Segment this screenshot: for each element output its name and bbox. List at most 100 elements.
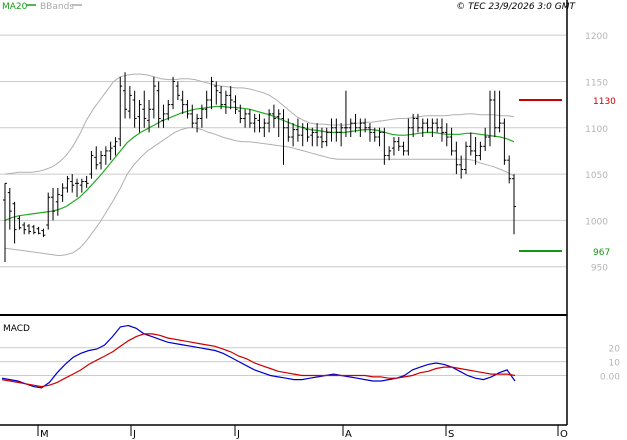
price-bar bbox=[363, 118, 368, 133]
price-bar bbox=[439, 118, 444, 142]
bollinger-bands bbox=[4, 73, 515, 257]
price-bar bbox=[468, 132, 473, 156]
price-bar bbox=[487, 90, 492, 147]
price-bar bbox=[430, 118, 435, 138]
price-tick-label: 950 bbox=[591, 264, 608, 274]
price-bar bbox=[377, 127, 382, 147]
price-bar bbox=[17, 215, 22, 230]
price-bar bbox=[315, 123, 320, 147]
ma20-line bbox=[4, 105, 515, 221]
price-bar bbox=[319, 127, 324, 149]
price-bar bbox=[396, 137, 401, 151]
bb-lower-band bbox=[4, 127, 515, 257]
price-bar bbox=[166, 99, 171, 121]
price-bar bbox=[103, 146, 108, 165]
macd-tick-label: 10 bbox=[609, 359, 621, 369]
price-bar bbox=[358, 118, 363, 138]
price-bar bbox=[391, 137, 396, 156]
price-bar bbox=[276, 109, 281, 138]
price-bar bbox=[343, 90, 348, 138]
price-bars bbox=[3, 72, 516, 263]
price-tick-label: 1000 bbox=[585, 217, 608, 227]
macd-line bbox=[1, 324, 516, 389]
price-tick-label: 1150 bbox=[585, 78, 608, 88]
month-label: S bbox=[448, 429, 454, 440]
price-bar bbox=[324, 127, 329, 147]
price-tick-label: 1050 bbox=[585, 171, 608, 181]
price-bar bbox=[123, 72, 128, 119]
copyright-text: © TEC 23/9/2026 3:0 GMT bbox=[456, 2, 576, 12]
price-bar bbox=[175, 81, 180, 100]
price-bar bbox=[348, 118, 353, 138]
price-bar bbox=[75, 178, 80, 198]
price-bar bbox=[79, 178, 84, 193]
price-bar bbox=[113, 137, 118, 156]
price-bar bbox=[55, 187, 60, 216]
price-bar bbox=[512, 174, 516, 235]
price-bar bbox=[99, 150, 104, 170]
price-bar bbox=[286, 118, 291, 142]
price-bar bbox=[497, 90, 502, 133]
legend-ma20: MA20 bbox=[2, 2, 28, 12]
price-bar bbox=[291, 123, 296, 147]
price-bar bbox=[151, 76, 156, 119]
price-bar bbox=[7, 187, 12, 230]
price-bar bbox=[281, 109, 286, 165]
price-bar bbox=[444, 123, 449, 147]
price-bar bbox=[295, 118, 300, 142]
price-bar bbox=[228, 86, 233, 110]
month-label: J bbox=[132, 429, 136, 440]
price-bar bbox=[60, 183, 65, 202]
price-bar bbox=[209, 76, 214, 110]
price-bar bbox=[243, 109, 248, 128]
price-bar bbox=[271, 104, 276, 128]
price-bar bbox=[502, 118, 507, 165]
price-bar bbox=[161, 104, 166, 128]
price-bar bbox=[339, 123, 344, 147]
price-bar bbox=[180, 90, 185, 114]
price-bar bbox=[185, 99, 190, 119]
price-bar bbox=[137, 99, 142, 133]
price-bar bbox=[329, 118, 334, 142]
price-bar bbox=[223, 90, 228, 114]
price-bar bbox=[70, 174, 75, 193]
price-bar bbox=[454, 141, 459, 175]
month-label: J bbox=[236, 429, 240, 440]
price-bar bbox=[267, 109, 272, 133]
bb-upper-band bbox=[4, 73, 515, 175]
price-bar bbox=[3, 182, 7, 263]
price-bar bbox=[334, 118, 339, 142]
price-bar bbox=[132, 90, 137, 128]
price-bar bbox=[94, 146, 99, 170]
price-bar bbox=[219, 86, 224, 110]
price-bar bbox=[387, 146, 392, 161]
price-bar bbox=[478, 141, 483, 161]
price-axis-ticks: 950 1000 1050 1100 1150 1200 bbox=[585, 32, 608, 274]
ma20-series bbox=[4, 105, 515, 221]
price-bar bbox=[507, 155, 512, 184]
price-bar bbox=[65, 175, 70, 193]
legend-bbands: BBands bbox=[40, 2, 74, 12]
price-bar bbox=[190, 104, 195, 128]
price-bar bbox=[463, 141, 468, 175]
chart-header: MA20 BBands © TEC 23/9/2026 3:0 GMT bbox=[2, 2, 577, 12]
signal-line bbox=[1, 333, 516, 388]
price-bar bbox=[127, 86, 132, 119]
price-bar bbox=[262, 118, 267, 138]
price-bar bbox=[204, 90, 209, 119]
price-tick-label: 1200 bbox=[585, 32, 608, 42]
macd-tick-label: 20 bbox=[609, 345, 621, 355]
price-bar bbox=[12, 201, 17, 244]
macd-panel: 0.00 10 20 bbox=[0, 324, 621, 389]
price-bar bbox=[449, 127, 454, 156]
price-bar bbox=[156, 81, 161, 128]
price-bar bbox=[401, 141, 406, 156]
price-bar bbox=[252, 113, 257, 133]
price-tick-label: 1100 bbox=[585, 125, 608, 135]
price-bar bbox=[238, 104, 243, 124]
price-bar bbox=[142, 90, 147, 128]
price-bar bbox=[118, 76, 123, 147]
price-bar bbox=[22, 222, 27, 235]
